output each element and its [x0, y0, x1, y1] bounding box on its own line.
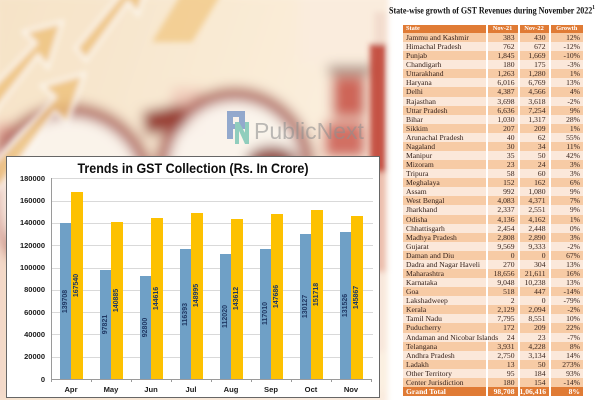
svg-text:PublicNext: PublicNext [254, 118, 365, 144]
